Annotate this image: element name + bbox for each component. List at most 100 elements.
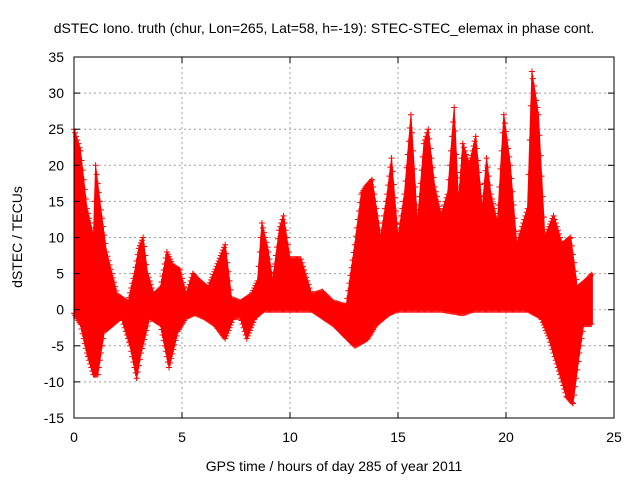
data-point [301,266,308,273]
data-point [249,322,256,329]
data-point [520,220,527,227]
data-point [413,202,420,209]
data-point [470,143,477,150]
data-point [119,317,126,324]
data-point [142,252,149,259]
data-point [551,353,558,360]
data-point [531,82,538,89]
data-point [302,270,309,277]
data-point [218,249,225,256]
data-point [183,292,190,299]
data-point [94,180,101,187]
data-point [128,285,135,292]
data-point [260,224,266,231]
data-point [569,400,576,407]
data-point [377,234,384,241]
data-point [158,326,165,333]
data-point [433,193,440,200]
data-point [223,332,230,339]
data-point [523,209,530,216]
data-point [383,198,390,205]
data-point [509,188,516,195]
data-point [141,336,148,343]
data-point [160,337,167,344]
data-point [130,275,137,282]
data-point [487,191,494,198]
data-point [120,321,127,328]
data-point [305,281,312,288]
data-point [125,335,131,342]
data-point [137,239,144,246]
data-point [135,245,142,252]
data-point [518,227,525,234]
data-point [168,355,175,362]
data-point [179,275,185,282]
data-point [517,230,524,237]
data-point [225,268,232,275]
data-point [479,205,486,212]
data-point [428,155,435,162]
data-point [298,259,305,266]
data-point [146,277,153,284]
data-point [277,223,284,230]
data-point [561,386,568,393]
data-point [346,280,353,287]
data-point [143,261,150,268]
data-point [128,348,135,355]
data-point [422,137,428,144]
data-point [139,345,146,352]
data-point [417,180,424,187]
data-point [392,208,399,215]
data-point [458,155,465,162]
data-point [101,232,108,239]
data-point [107,266,114,273]
data-point [161,260,168,267]
data-point [576,350,583,357]
data-point [522,212,529,219]
data-point [77,321,84,328]
data-point [451,104,458,111]
data-point [210,271,217,278]
data-point [100,335,107,342]
data-point [276,227,283,234]
data-point [380,212,387,219]
data-point [426,135,433,142]
data-point [351,241,358,248]
data-point [275,235,282,242]
data-point [477,181,484,188]
data-point [225,327,232,334]
data-point [87,360,94,367]
data-point [280,212,287,219]
data-point [78,157,85,164]
data-point [588,271,595,278]
data-point [74,137,81,144]
data-point [104,253,111,260]
data-point [454,174,461,181]
data-point [496,183,503,190]
data-point [501,120,508,127]
data-point [373,205,380,212]
data-point [560,382,567,389]
data-point [503,128,509,135]
data-point [549,346,556,353]
data-point [541,324,548,331]
data-point [133,375,140,382]
data-point [460,144,467,151]
data-point [89,368,96,375]
data-point [371,191,378,198]
data-point [406,124,413,131]
data-point [424,129,431,136]
data-point [134,251,141,258]
data-point [222,335,229,342]
data-point [223,250,230,257]
y-tick-label: 25 [48,121,64,137]
data-point [446,162,453,169]
data-point [95,189,102,196]
data-point [83,350,90,357]
data-point [499,129,506,136]
data-point [78,325,85,332]
data-point [471,138,478,145]
data-point [123,298,130,305]
data-point [209,274,216,281]
